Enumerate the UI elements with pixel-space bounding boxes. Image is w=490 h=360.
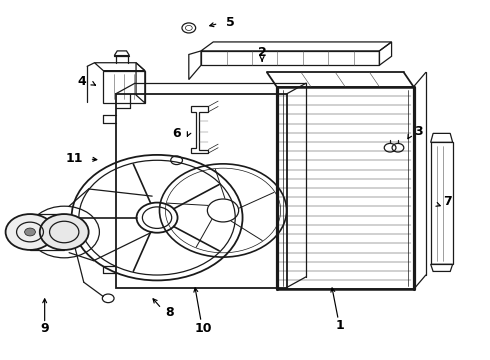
Circle shape — [40, 214, 89, 250]
Circle shape — [5, 214, 54, 250]
Text: 1: 1 — [336, 319, 344, 332]
Text: 7: 7 — [443, 195, 452, 208]
Text: 10: 10 — [195, 322, 212, 335]
Text: 3: 3 — [414, 125, 423, 138]
Text: 2: 2 — [258, 46, 267, 59]
Text: 9: 9 — [40, 322, 49, 335]
Text: 4: 4 — [77, 75, 86, 88]
Circle shape — [24, 228, 35, 236]
Text: 8: 8 — [165, 306, 173, 319]
Text: 6: 6 — [172, 127, 181, 140]
Text: 11: 11 — [65, 152, 83, 165]
Text: 5: 5 — [226, 16, 235, 29]
